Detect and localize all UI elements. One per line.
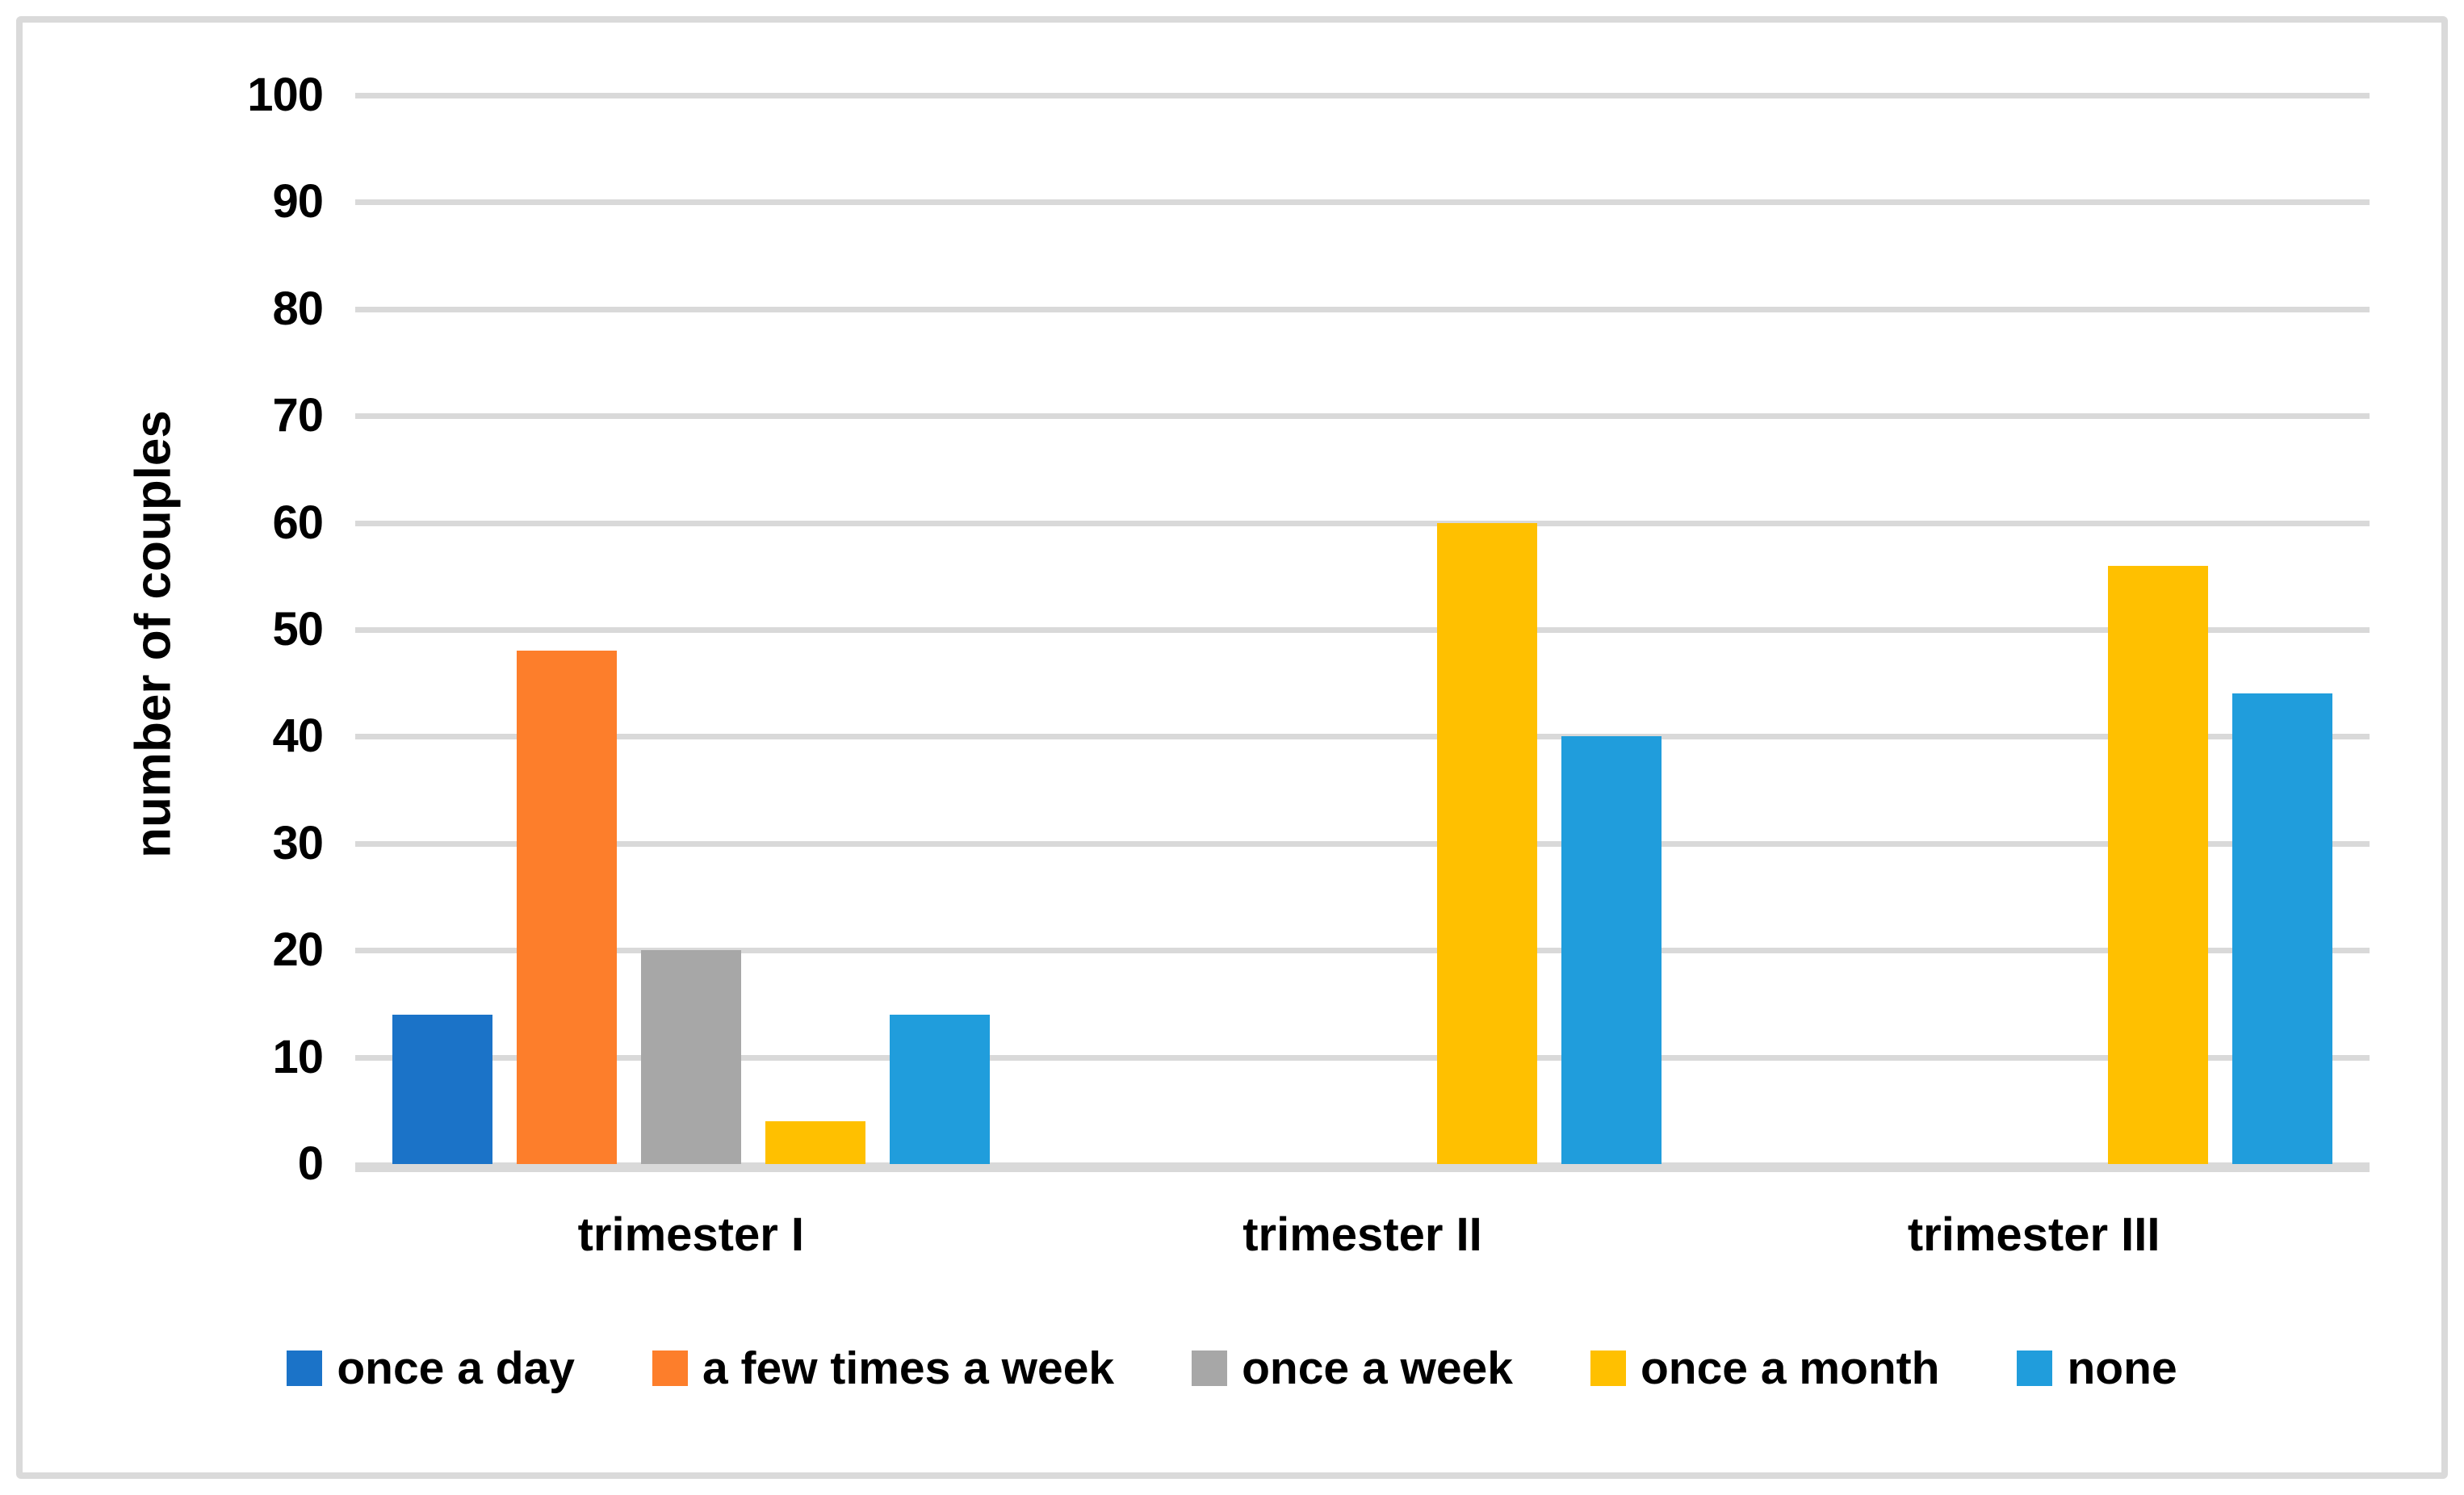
legend-swatch-icon: [287, 1351, 323, 1386]
legend-item-once-a-month: once a month: [1590, 1342, 1940, 1395]
legend-label: none: [2067, 1342, 2177, 1394]
bar-once-a-day-trimester-I: [392, 1014, 492, 1164]
chart-border-frame: [16, 16, 2448, 1479]
gridline-60: [355, 520, 2370, 526]
legend-swatch-icon: [1590, 1351, 1626, 1386]
x-label-trimester-III: trimester III: [1907, 1208, 2160, 1261]
gridline-70: [355, 413, 2370, 420]
y-tick-label-0: 0: [297, 1137, 324, 1190]
bar-a-few-times-a-week-trimester-I: [516, 651, 617, 1164]
gridline-10: [355, 1054, 2370, 1061]
gridline-50: [355, 627, 2370, 633]
y-tick-label-70: 70: [272, 389, 324, 442]
x-label-trimester-II: trimester II: [1242, 1208, 1482, 1261]
bar-once-a-week-trimester-I: [640, 950, 741, 1164]
gridline-100: [355, 93, 2370, 98]
legend-item-none: none: [2017, 1342, 2177, 1395]
bar-once-a-month-trimester-I: [765, 1121, 865, 1164]
y-tick-label-80: 80: [272, 282, 324, 335]
legend: once a day a few times a week once a week o…: [0, 1342, 2464, 1395]
y-tick-label-40: 40: [272, 710, 324, 763]
legend-swatch-icon: [2017, 1351, 2053, 1386]
gridline-80: [355, 306, 2370, 312]
x-label-trimester-I: trimester I: [577, 1208, 805, 1261]
plot-area: [355, 93, 2370, 1172]
legend-item-once-a-week: once a week: [1192, 1342, 1513, 1395]
gridline-30: [355, 840, 2370, 847]
bar-none-trimester-II: [1561, 736, 1662, 1164]
legend-label: once a week: [1242, 1342, 1513, 1394]
legend-label: once a month: [1640, 1342, 1940, 1394]
y-tick-label-10: 10: [272, 1030, 324, 1083]
y-tick-label-30: 30: [272, 816, 324, 869]
bar-once-a-month-trimester-III: [2108, 565, 2209, 1164]
gridline-40: [355, 734, 2370, 740]
y-tick-label-50: 50: [272, 603, 324, 655]
y-tick-label-90: 90: [272, 175, 324, 228]
y-tick-label-100: 100: [247, 69, 324, 121]
gridline-0: [355, 1162, 2370, 1172]
bar-once-a-month-trimester-II: [1436, 522, 1537, 1164]
legend-item-once-a-day: once a day: [287, 1342, 575, 1395]
gridline-90: [355, 199, 2370, 206]
legend-label: once a day: [337, 1342, 575, 1394]
legend-label: a few times a week: [702, 1342, 1115, 1394]
bar-none-trimester-I: [889, 1014, 990, 1164]
legend-swatch-icon: [1192, 1351, 1228, 1386]
legend-item-a-few-times-a-week: a few times a week: [652, 1342, 1114, 1395]
y-tick-label-20: 20: [272, 923, 324, 977]
legend-swatch-icon: [652, 1351, 688, 1386]
bar-none-trimester-III: [2232, 693, 2333, 1164]
y-tick-label-60: 60: [272, 496, 324, 549]
gridline-20: [355, 948, 2370, 954]
